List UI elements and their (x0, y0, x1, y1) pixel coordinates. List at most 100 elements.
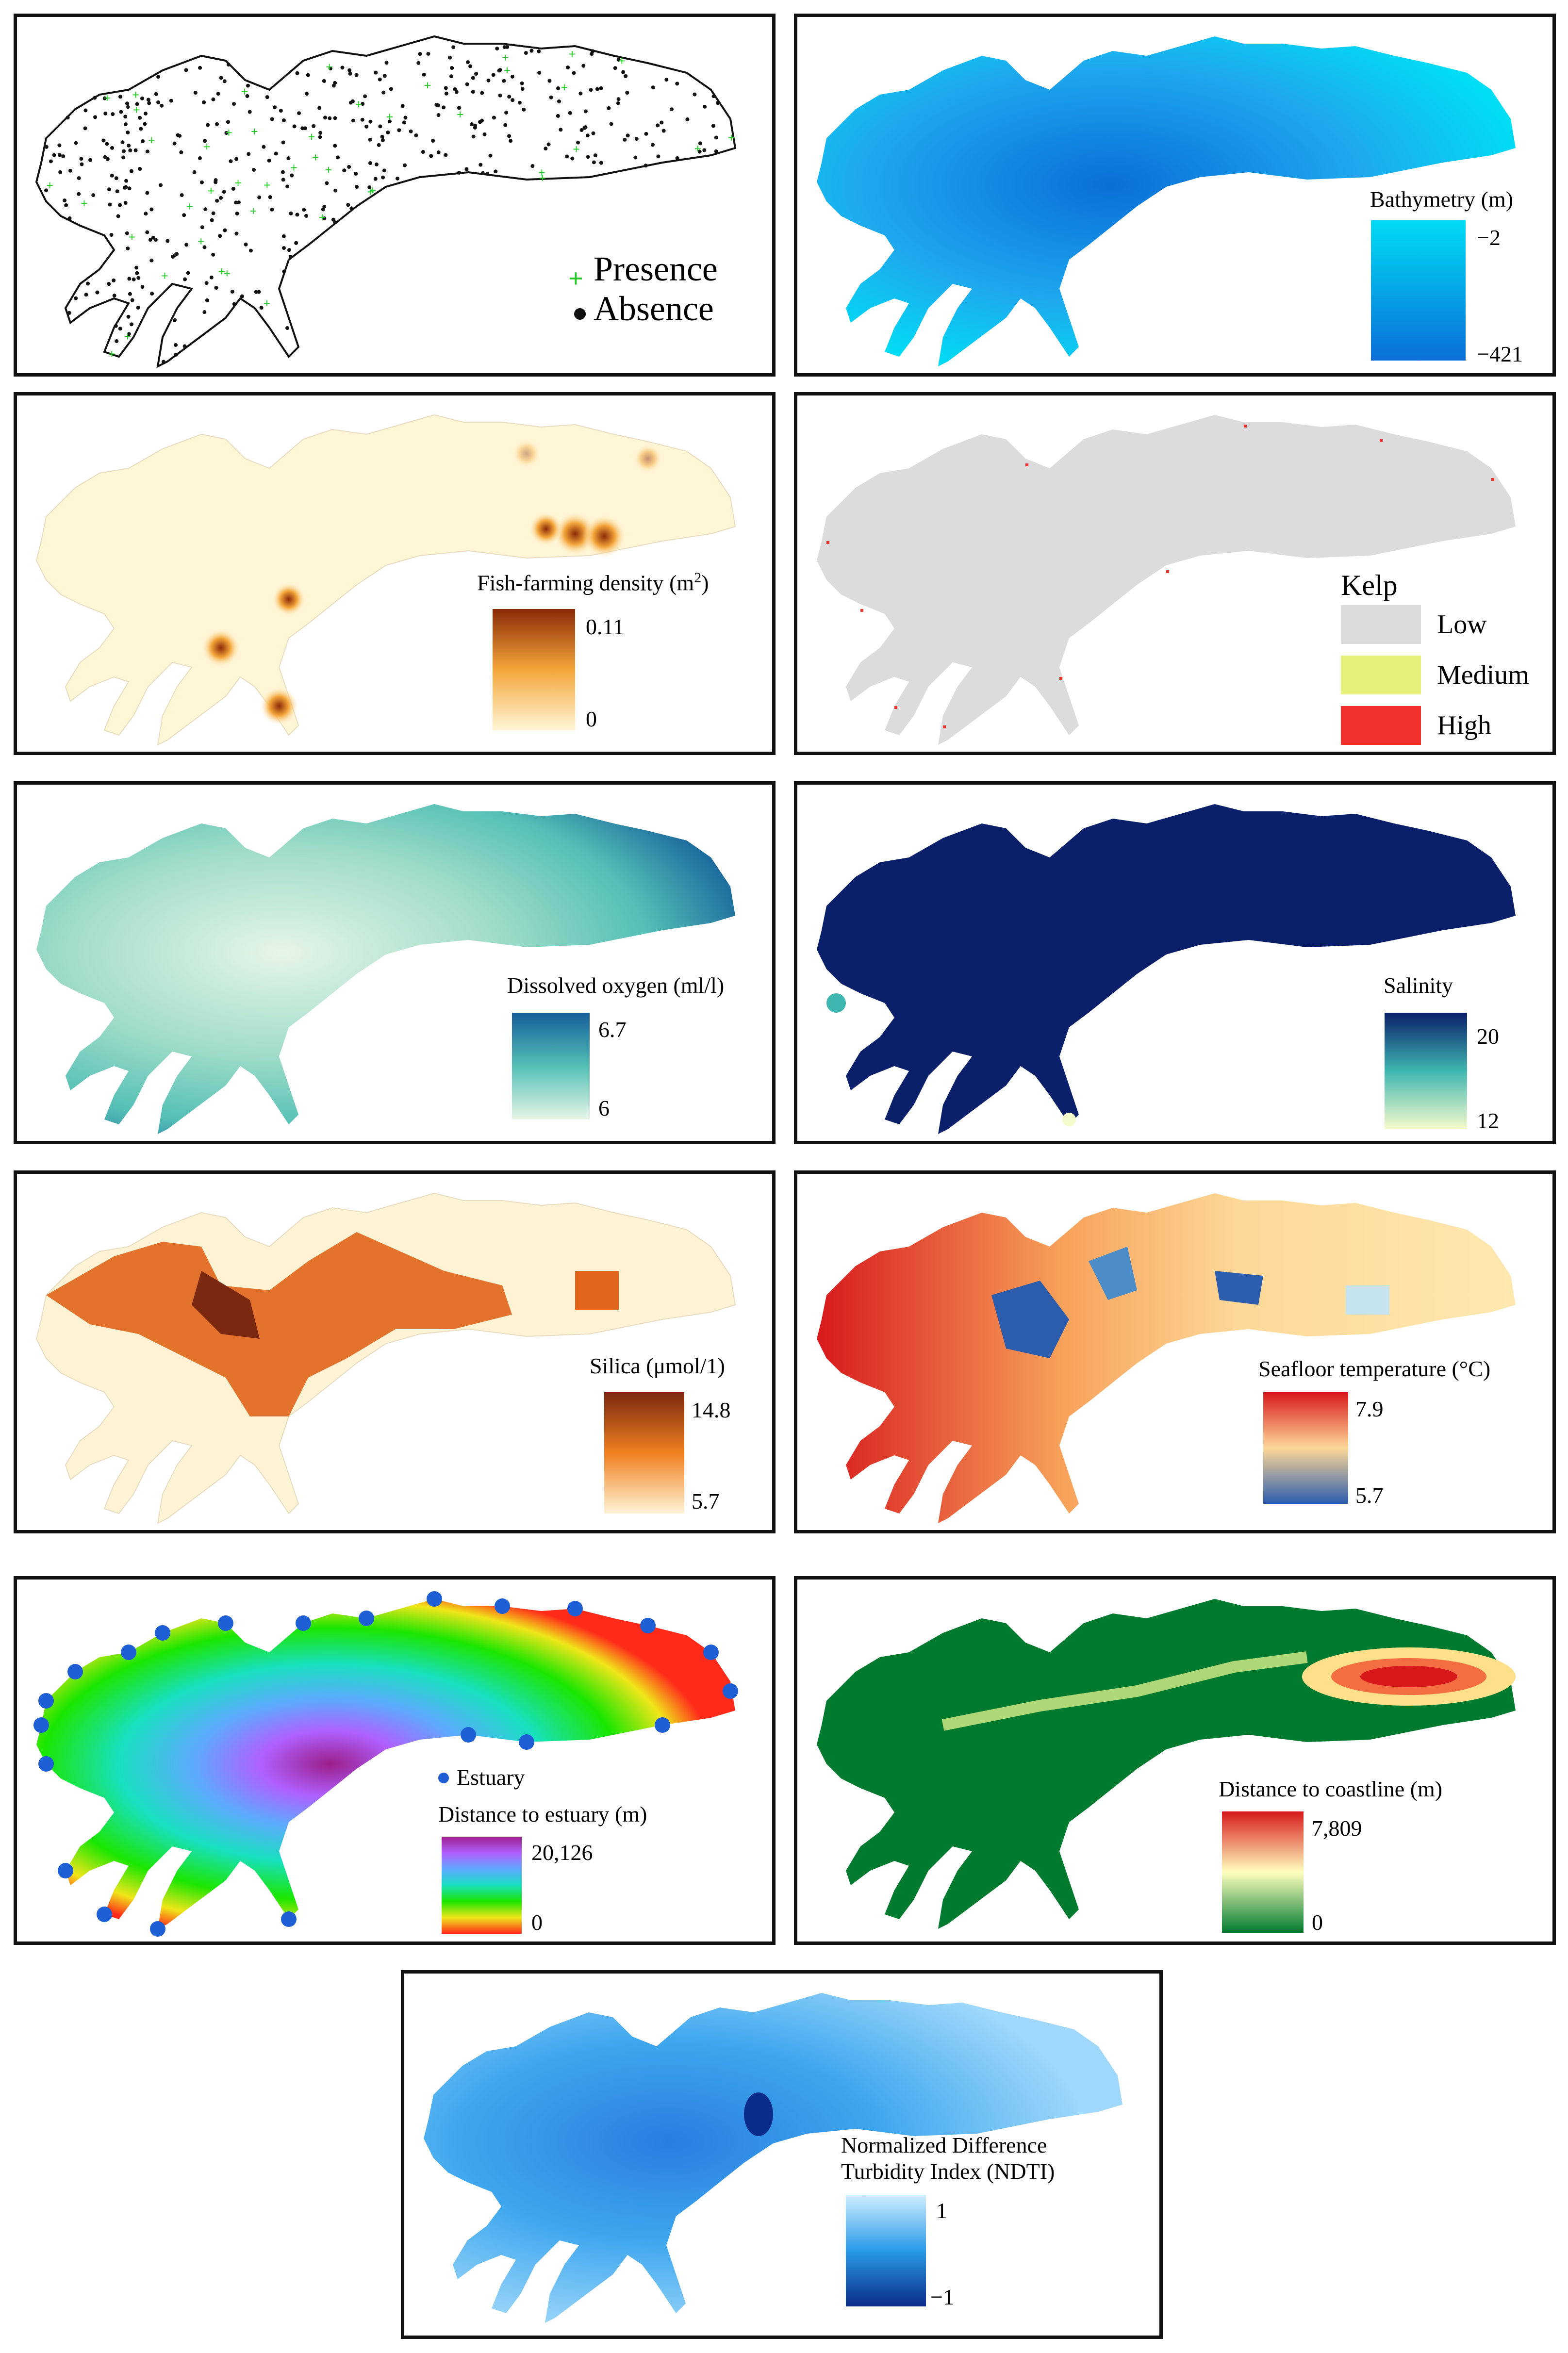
absence-point (138, 115, 142, 120)
distance-to-coastline-min-label: 0 (1312, 1910, 1323, 1935)
presence-point: + (108, 347, 116, 361)
absence-point (119, 110, 123, 114)
absence-point (257, 195, 262, 199)
absence-point (198, 156, 202, 161)
kelp-medium-swatch (1341, 656, 1421, 694)
ndti-min-label: −1 (930, 2285, 954, 2309)
absence-point (267, 158, 271, 163)
absence-point (520, 87, 525, 91)
absence-point (397, 128, 401, 132)
absence-point (248, 110, 252, 114)
absence-point (127, 186, 132, 191)
absence-point (49, 159, 53, 164)
absence-point (568, 111, 572, 115)
absence-point (165, 239, 170, 243)
estuary-point (519, 1734, 534, 1750)
absence-point (259, 306, 264, 310)
panel-dissolved-oxygen: Dissolved oxygen (ml/l) 6.7 6 (14, 781, 776, 1144)
presence-point: + (124, 329, 132, 344)
presence-point: + (103, 91, 111, 105)
absence-point (403, 163, 407, 167)
absence-point (127, 144, 131, 148)
kelp-high-label: High (1437, 710, 1491, 740)
estuary-point (67, 1664, 83, 1679)
absence-point (479, 163, 483, 167)
bathymetry-color-ramp (1371, 220, 1466, 361)
absence-point (128, 292, 132, 296)
absence-point (312, 124, 316, 128)
estuary-legend-dot (438, 1773, 449, 1783)
estuary-legend-label: Estuary (457, 1765, 525, 1790)
absence-point (306, 73, 310, 77)
absence-point (474, 71, 479, 76)
absence-point (322, 204, 327, 209)
panel-distance-to-coastline: Distance to coastline (m) 7,809 0 (794, 1576, 1556, 1945)
absence-point (583, 125, 588, 130)
absence-point (386, 130, 390, 134)
absence-point (589, 88, 593, 92)
absence-point (457, 170, 461, 175)
presence-point: + (386, 110, 394, 124)
estuary-point (155, 1625, 170, 1641)
ndti-map (424, 1993, 1122, 2323)
presence-point: + (132, 88, 139, 102)
absence-point (279, 109, 283, 113)
absence-point (572, 71, 576, 75)
absence-point (74, 141, 78, 145)
presence-point: + (538, 165, 545, 180)
estuary-point (58, 1863, 73, 1878)
absence-point (128, 148, 132, 152)
absence-point (281, 246, 286, 250)
dissolved-oxygen-max-label: 6.7 (598, 1017, 627, 1042)
absence-point (547, 79, 552, 83)
presence-label: Presence (594, 249, 718, 288)
bathymetry-min-label: −421 (1477, 342, 1523, 366)
absence-point (244, 242, 248, 247)
absence-point (714, 135, 718, 140)
presence-point: + (504, 63, 511, 77)
salinity-min-label: 12 (1477, 1108, 1499, 1133)
estuary-point (655, 1717, 670, 1733)
absence-point (86, 281, 90, 286)
absence-point (616, 101, 620, 105)
absence-point (504, 111, 509, 115)
absence-point (129, 169, 133, 173)
absence-point (179, 150, 183, 154)
absence-point (328, 66, 332, 71)
dissolved-oxygen-color-ramp (512, 1013, 590, 1119)
absence-point (616, 58, 621, 62)
kelp-medium-label: Medium (1437, 660, 1529, 690)
absence-point (193, 91, 198, 95)
absence-point (578, 91, 583, 96)
absence-point (230, 289, 234, 294)
absence-point (346, 203, 350, 207)
absence-point (281, 170, 285, 174)
absence-point (354, 171, 358, 176)
absence-point (488, 153, 493, 158)
absence-point (347, 68, 352, 72)
absence-point (234, 231, 239, 236)
absence-point (348, 100, 353, 105)
estuary-point (640, 1618, 656, 1633)
seafloor-temperature-map (817, 1193, 1516, 1523)
absence-point (123, 201, 128, 205)
absence-point (123, 122, 128, 127)
absence-point (585, 133, 590, 138)
presence-point: + (128, 230, 135, 244)
absence-point (451, 45, 456, 49)
absence-point (486, 78, 491, 82)
absence-point (698, 141, 702, 146)
absence-point (248, 248, 253, 253)
absence-point (294, 241, 298, 245)
absence-point (219, 76, 223, 80)
absence-point (44, 188, 49, 193)
absence-point (556, 86, 561, 91)
absence-point (154, 92, 158, 96)
distance-to-estuary-legend-title: Distance to estuary (m) (438, 1802, 647, 1826)
absence-point (616, 97, 621, 101)
absence-point (111, 112, 115, 116)
panel-bathymetry: Bathymetry (m) −2 −421 (794, 14, 1556, 377)
absence-point (328, 116, 332, 120)
absence-point (161, 360, 165, 364)
absence-point (206, 123, 210, 127)
